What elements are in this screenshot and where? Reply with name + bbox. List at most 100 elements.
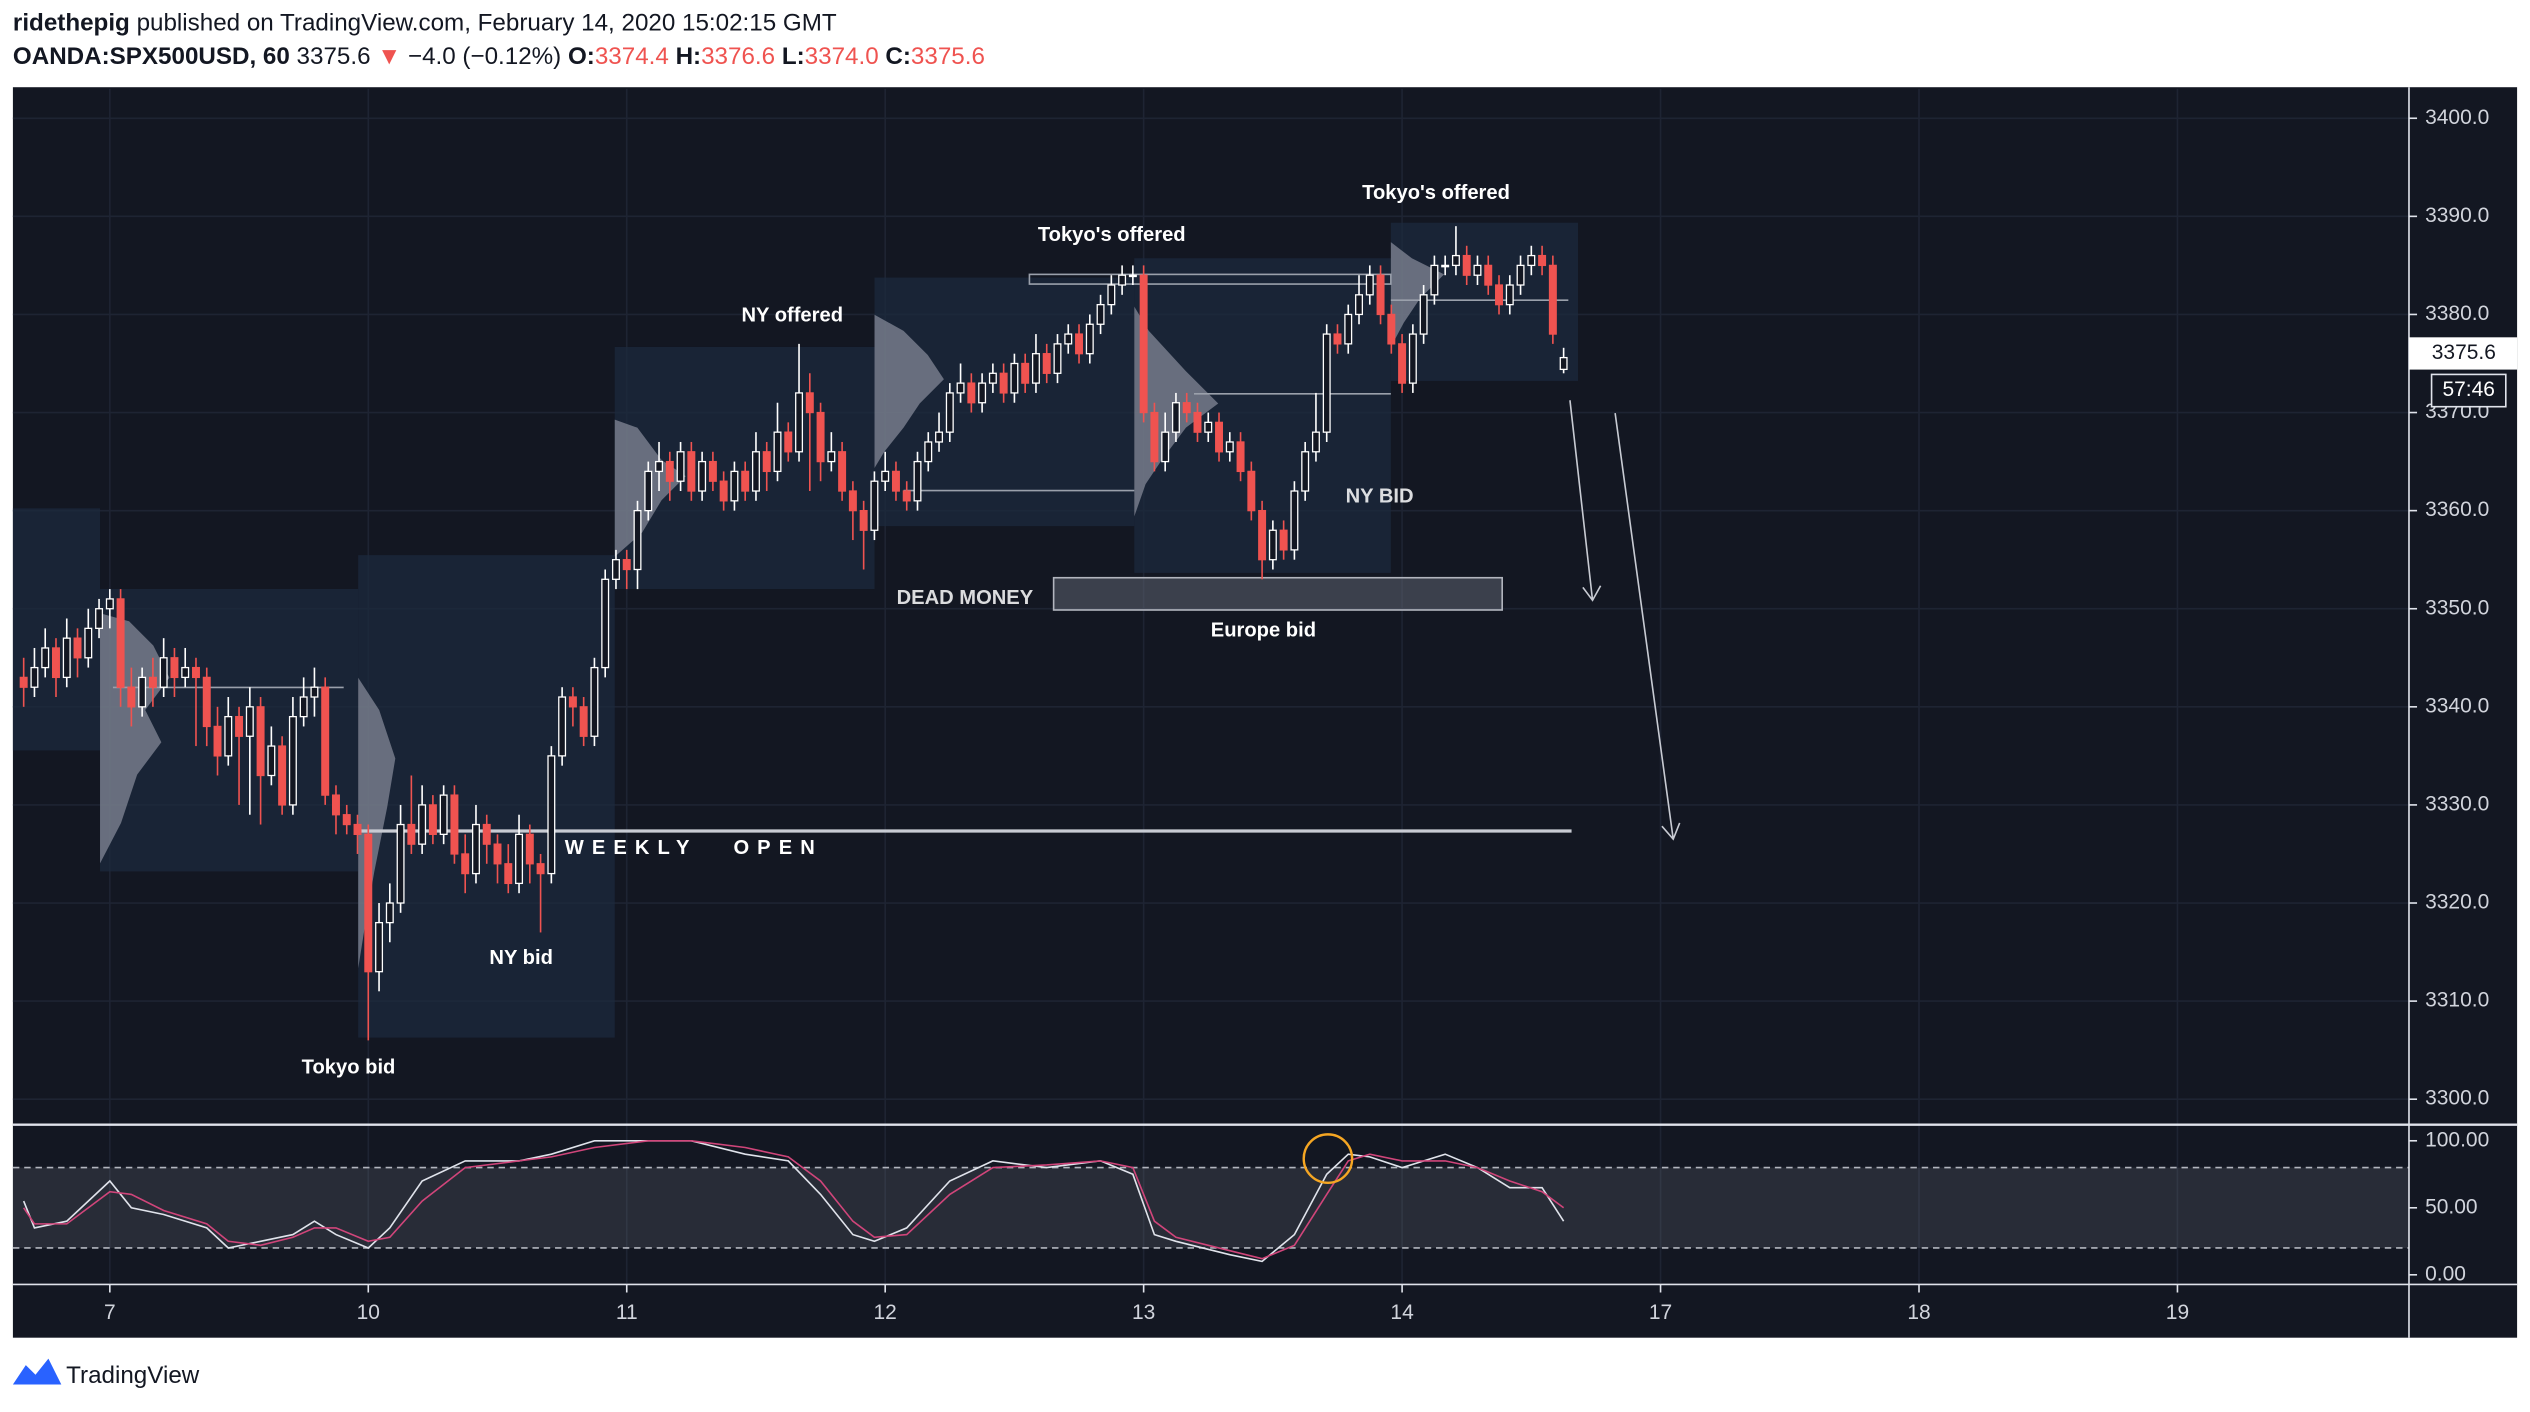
- candle-body: [1118, 274, 1127, 286]
- candle-body: [902, 490, 911, 502]
- y-tick-label: 3350.0: [2425, 596, 2489, 619]
- x-tick-label: 7: [104, 1301, 116, 1324]
- candle-body: [1527, 254, 1536, 267]
- candle-body: [450, 794, 459, 855]
- y-tick-label: 3330.0: [2425, 792, 2489, 815]
- candle-body: [213, 725, 222, 757]
- candle-body: [1193, 411, 1202, 433]
- candle-body: [331, 794, 340, 816]
- candle-body: [1441, 264, 1450, 268]
- published: published on TradingView.com, February 1…: [137, 10, 837, 37]
- candle-body: [558, 696, 567, 757]
- publisher: ridethepig: [13, 10, 130, 37]
- candle-body: [590, 666, 599, 737]
- candle-body: [30, 666, 39, 688]
- annotation: WEEKLY OPEN: [565, 837, 823, 859]
- candle-body: [299, 696, 308, 718]
- y-tick-label: 3360.0: [2425, 498, 2489, 521]
- candle-body: [795, 392, 804, 453]
- x-tick-label: 18: [1907, 1301, 1930, 1324]
- high-label: H:: [676, 44, 702, 71]
- candle-body: [1548, 264, 1557, 335]
- candle-body: [191, 666, 200, 679]
- candle-body: [95, 608, 104, 629]
- arrow: [1614, 413, 1681, 841]
- candle-body: [622, 559, 631, 571]
- candle-body: [482, 823, 491, 845]
- candle-body: [1128, 274, 1137, 278]
- candle-body: [525, 833, 534, 865]
- candle-body: [698, 460, 707, 492]
- stoch-line: [22, 1139, 1565, 1263]
- candle-body: [988, 372, 997, 384]
- candle-body: [1236, 441, 1245, 473]
- candle-body: [51, 647, 60, 679]
- candle-body: [1247, 470, 1256, 512]
- candle-body: [730, 470, 739, 502]
- candle-body: [310, 686, 319, 698]
- candle-body: [1021, 362, 1030, 384]
- price-tag-text: 3375.6: [2432, 341, 2496, 364]
- candle-body: [751, 451, 760, 492]
- brand-logo: [12, 1358, 62, 1385]
- candle-body: [816, 411, 825, 463]
- candle-body: [471, 823, 480, 875]
- x-tick-label: 17: [1649, 1301, 1672, 1324]
- candle-body: [1559, 356, 1568, 371]
- candle-body: [1398, 343, 1407, 384]
- candle-body: [342, 814, 351, 826]
- candle-body: [1516, 264, 1525, 286]
- candle-body: [784, 431, 793, 453]
- candle-body: [1258, 509, 1267, 561]
- candle-body: [428, 804, 437, 835]
- candle-body: [719, 480, 728, 502]
- candle-body: [956, 382, 965, 394]
- band-fill: [12, 1167, 2409, 1248]
- candle-body: [1182, 402, 1191, 414]
- candle-body: [611, 559, 620, 580]
- y-tick-label: 3340.0: [2425, 694, 2489, 717]
- candle-body: [1355, 294, 1364, 316]
- candle-body: [762, 451, 771, 473]
- candle-body: [1484, 264, 1493, 286]
- candle-body: [1010, 362, 1019, 394]
- candle-body: [945, 392, 954, 433]
- candle-body: [493, 843, 502, 865]
- candle-body: [375, 921, 384, 973]
- candle-body: [1538, 254, 1547, 267]
- candle-body: [870, 480, 879, 531]
- low-label: L:: [782, 44, 805, 71]
- candle-body: [364, 833, 373, 973]
- candle-body: [848, 490, 857, 512]
- arrows: [1569, 400, 1681, 841]
- brand: TradingView: [66, 1362, 200, 1389]
- last-price: 3375.6: [297, 44, 371, 71]
- candle-body: [170, 657, 179, 679]
- candle-body: [1311, 431, 1320, 453]
- candle-body: [278, 745, 287, 806]
- countdown-tag: [2430, 373, 2507, 408]
- candle-body: [547, 755, 556, 875]
- level-zone: [1028, 273, 1392, 285]
- y-tick-label: 50.00: [2425, 1195, 2477, 1218]
- y-tick-label: 3400.0: [2425, 106, 2489, 129]
- candle-body: [1376, 274, 1385, 316]
- candle-body: [655, 460, 664, 473]
- candle-body: [1279, 529, 1288, 551]
- candle-body: [1451, 254, 1460, 267]
- candle-body: [1419, 294, 1428, 335]
- candle-body: [288, 715, 297, 806]
- candle-body: [256, 706, 265, 777]
- candle-body: [633, 509, 642, 571]
- candle-body: [84, 627, 93, 659]
- symbol: OANDA:SPX500USD, 60: [13, 44, 290, 71]
- price-tag: [2408, 337, 2518, 370]
- annotation: NY BID: [1346, 485, 1414, 507]
- candle-body: [568, 696, 577, 708]
- candle-body: [881, 470, 890, 482]
- candle-body: [148, 676, 157, 688]
- y-tick-label: 100.00: [2425, 1128, 2489, 1151]
- countdown-text: 57:46: [2442, 378, 2494, 401]
- candle-body: [1495, 284, 1503, 306]
- candle-body: [62, 637, 71, 679]
